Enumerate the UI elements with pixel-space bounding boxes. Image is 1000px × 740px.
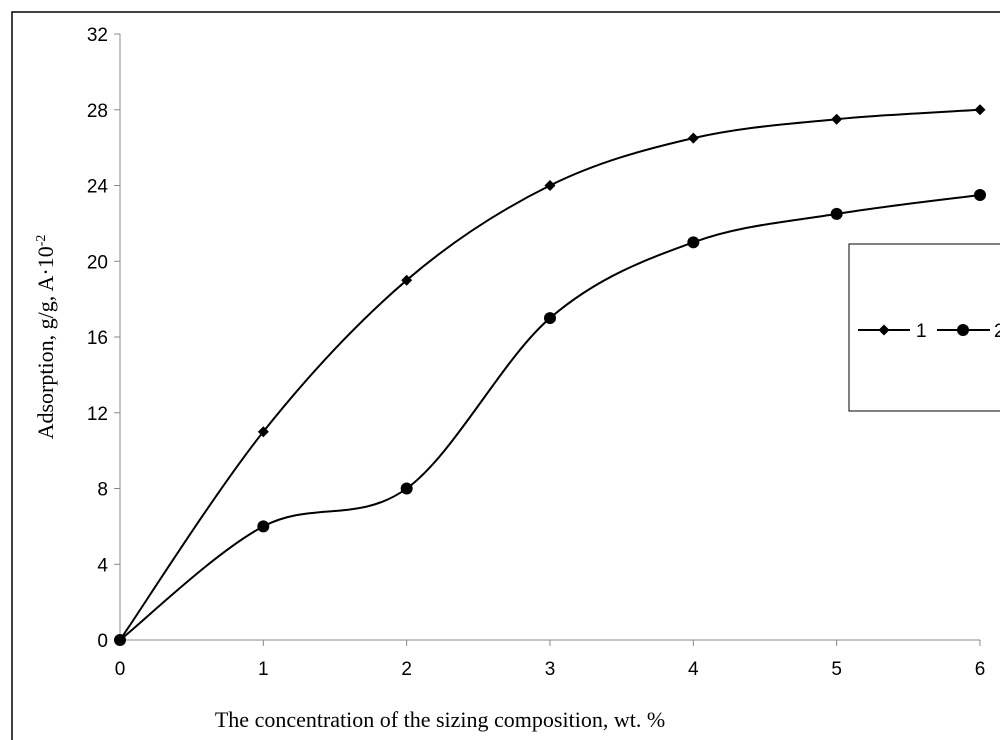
legend-entry-2: 2: [937, 321, 1000, 342]
x-tick-label: 0: [115, 659, 126, 680]
legend-label: 2: [994, 321, 1000, 342]
circle-marker: [830, 207, 843, 220]
y-axis-title-exponent: -2: [34, 235, 49, 247]
x-tick-label: 2: [401, 659, 412, 680]
y-tick-label: 20: [87, 252, 108, 273]
legend-circle-marker: [957, 324, 969, 336]
chart-frame: [11, 11, 1000, 740]
x-tick-label: 5: [831, 659, 842, 680]
legend-entry-1: 1: [858, 321, 927, 342]
diamond-marker: [687, 132, 699, 144]
series-2: [114, 188, 986, 646]
y-tick-label: 0: [97, 631, 108, 652]
y-ticks: 0 4 8 12 16 20 24 28 32: [87, 25, 120, 652]
diamond-marker: [831, 113, 843, 125]
diamond-marker: [257, 426, 269, 438]
series-layer: [114, 104, 986, 646]
circle-marker: [257, 520, 270, 533]
diamond-marker: [544, 180, 556, 191]
diamond-marker: [401, 274, 413, 286]
y-tick-label: 28: [87, 101, 108, 122]
series-line: [119, 108, 981, 641]
x-tick-label: 1: [258, 659, 269, 680]
circle-marker: [114, 634, 126, 646]
series-1: [114, 104, 986, 646]
y-tick-label: 24: [87, 177, 109, 198]
circle-marker: [400, 482, 413, 495]
x-ticks: 0 1 2 3 4 5 6: [115, 640, 986, 680]
x-tick-label: 4: [688, 659, 699, 680]
y-tick-label: 4: [97, 555, 108, 576]
y-axis-title: Adsorption, g/g, A·10-2: [33, 235, 58, 440]
y-tick-label: 12: [87, 404, 108, 425]
circle-marker: [687, 236, 700, 249]
y-tick-label: 16: [87, 328, 108, 349]
y-tick-label: 32: [87, 25, 108, 46]
circle-marker: [544, 312, 556, 325]
legend-box: [848, 243, 1000, 412]
x-tick-label: 3: [545, 659, 556, 680]
x-axis-title: The concentration of the sizing composit…: [215, 707, 665, 732]
diamond-marker: [974, 104, 986, 116]
y-tick-label: 8: [97, 480, 108, 501]
legend-label: 1: [916, 321, 927, 342]
legend-diamond-marker: [878, 324, 890, 336]
x-tick-label: 6: [975, 659, 986, 680]
circle-marker: [974, 188, 986, 201]
y-axis-title-main: Adsorption, g/g, A·10: [33, 246, 58, 439]
